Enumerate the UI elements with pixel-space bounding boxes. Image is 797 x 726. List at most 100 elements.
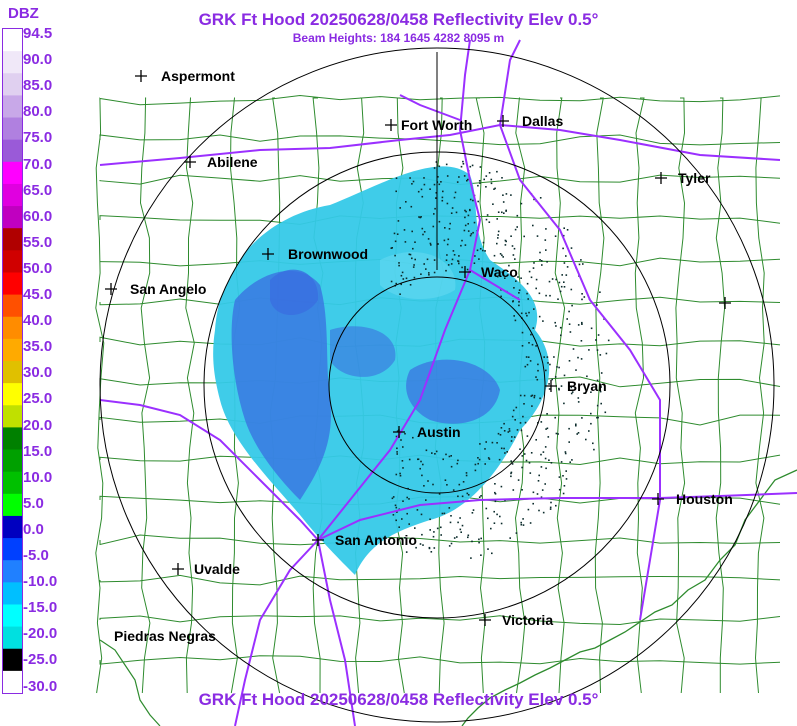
scale-tick-label: 40.0 [23, 312, 53, 330]
city-label: San Angelo [130, 281, 207, 297]
gulf-coastline [461, 469, 797, 726]
city-marker: Houston [652, 491, 733, 507]
scale-swatch [3, 206, 22, 229]
scale-tick-label: 94.5 [23, 25, 53, 42]
scale-tick-label: 60.0 [23, 207, 53, 225]
scale-tick-label: 0.0 [23, 520, 44, 538]
city-plus-icon [262, 248, 274, 260]
city-marker: Piedras Negras [114, 628, 216, 644]
scale-swatch [3, 471, 22, 495]
scale-swatch [3, 29, 22, 52]
city-plus-icon [312, 534, 324, 546]
scale-tick-label: 55.0 [23, 233, 53, 251]
scale-tick-label: 45.0 [23, 286, 53, 303]
color-scale-bar [2, 28, 23, 694]
city-marker: Abilene [184, 154, 258, 170]
scale-tick-label: 65.0 [23, 181, 53, 199]
city-plus-icon [385, 119, 397, 131]
scale-tick-label: 90.0 [23, 51, 53, 69]
city-plus-icon [459, 266, 471, 278]
city-label: Waco [481, 264, 518, 280]
scale-swatch [3, 383, 22, 406]
scale-swatch [3, 604, 22, 628]
scale-swatch [3, 95, 22, 119]
county-line [754, 97, 765, 694]
scale-swatch [3, 626, 22, 650]
county-line [99, 134, 781, 146]
scale-tick-label: 80.0 [23, 103, 53, 121]
scale-swatch [3, 538, 22, 561]
map-title-footer: GRK Ft Hood 20250628/0458 Reflectivity E… [198, 690, 599, 709]
county-line [675, 97, 686, 694]
city-plus-icon [545, 380, 557, 392]
city-plus-icon [655, 172, 667, 184]
city-marker: San Antonio [312, 532, 417, 548]
scale-swatch [3, 139, 22, 163]
scale-swatch [3, 515, 22, 539]
scale-tick-label: 20.0 [23, 416, 53, 434]
city-label: Abilene [207, 154, 258, 170]
city-label: Brownwood [288, 246, 368, 262]
city-label: Piedras Negras [114, 628, 216, 644]
city-marker: San Angelo [105, 281, 207, 297]
city-marker: Aspermont [135, 68, 235, 84]
county-line [139, 97, 151, 694]
range-rings [99, 47, 775, 723]
city-label: Fort Worth [401, 117, 472, 133]
county-line [99, 574, 781, 586]
scale-swatch [3, 648, 22, 672]
county-line [95, 97, 105, 694]
county-line [185, 97, 195, 694]
city-label: Aspermont [161, 68, 235, 84]
city-plus-icon [719, 297, 731, 309]
city-marker: Austin [393, 424, 461, 440]
county-line [99, 534, 781, 546]
city-marker: Dallas [497, 113, 563, 129]
scale-swatch [3, 427, 22, 451]
county-line [594, 97, 605, 694]
city-plus-icon [479, 614, 491, 626]
city-plus-icon [652, 493, 664, 505]
county-line [99, 615, 781, 626]
city-label: Victoria [502, 612, 553, 628]
city-marker: Brownwood [262, 246, 368, 262]
scale-tick-label: -5.0 [23, 547, 49, 564]
scale-swatch [3, 228, 22, 251]
scale-tick-label: 25.0 [23, 390, 53, 408]
scale-tick-label: -30.0 [23, 677, 58, 695]
county-line [634, 97, 645, 694]
scale-swatch [3, 272, 22, 296]
city-label: Dallas [522, 113, 563, 129]
city-marker: Waco [459, 264, 518, 280]
city-plus-icon [105, 283, 117, 295]
interstate-highways [99, 39, 797, 726]
scale-swatch [3, 670, 22, 694]
scale-swatch [3, 582, 22, 605]
scale-tick-label: 50.0 [23, 259, 53, 277]
scale-tick-label: -15.0 [23, 599, 58, 617]
scale-tick-label: 70.0 [23, 155, 53, 173]
city-plus-icon [172, 563, 184, 575]
scale-swatch [3, 161, 22, 185]
city-marker: Victoria [479, 612, 553, 628]
city-plus-icon [393, 426, 405, 438]
scale-swatch [3, 294, 22, 318]
scale-swatch [3, 51, 22, 74]
scale-swatch [3, 338, 22, 362]
scale-swatch [3, 449, 22, 473]
scale-tick-label: 35.0 [23, 338, 53, 356]
county-line [99, 94, 781, 106]
city-label: Uvalde [194, 561, 240, 577]
scale-swatch [3, 73, 22, 96]
scale-tick-label: -25.0 [23, 651, 58, 669]
color-scale-swatches [3, 29, 22, 694]
map-title: GRK Ft Hood 20250628/0458 Reflectivity E… [198, 10, 599, 29]
county-line [99, 655, 781, 665]
scale-swatch [3, 117, 22, 141]
scale-tick-label: -10.0 [23, 573, 58, 591]
city-label: Bryan [567, 378, 607, 394]
scale-swatch [3, 183, 22, 207]
scale-swatch [3, 560, 22, 583]
city-markers: Aspermont Abilene Fort Worth Dallas Tyler Bro… [105, 68, 733, 644]
